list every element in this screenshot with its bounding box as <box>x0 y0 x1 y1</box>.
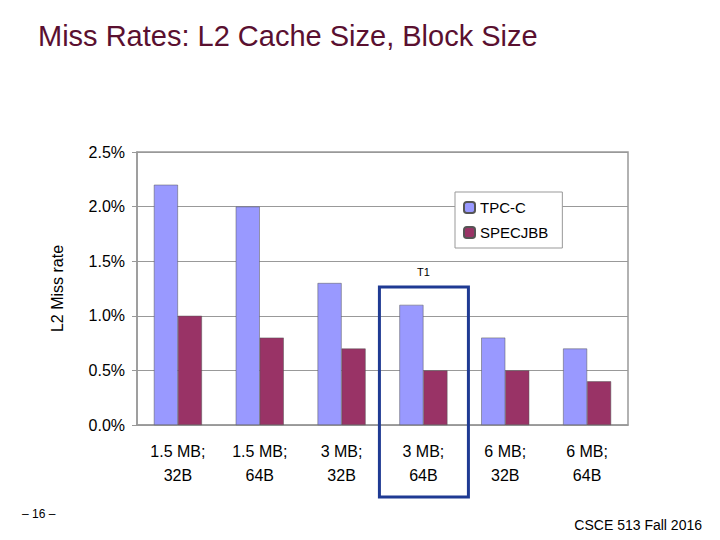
svg-text:Miss Rates: L2 Cache Size, Blo: Miss Rates: L2 Cache Size, Block Size <box>38 20 538 52</box>
svg-text:TPC-C: TPC-C <box>480 199 526 216</box>
svg-text:T1: T1 <box>417 266 430 278</box>
svg-text:2.0%: 2.0% <box>89 198 125 215</box>
svg-text:64B: 64B <box>409 467 437 484</box>
svg-text:3 MB;: 3 MB; <box>403 443 445 460</box>
svg-text:1.5 MB;: 1.5 MB; <box>232 443 287 460</box>
svg-text:32B: 32B <box>491 467 519 484</box>
svg-text:32B: 32B <box>164 467 192 484</box>
svg-text:1.0%: 1.0% <box>89 307 125 324</box>
svg-text:0.5%: 0.5% <box>89 362 125 379</box>
svg-text:L2 Miss rate: L2 Miss rate <box>49 245 66 332</box>
svg-text:6 MB;: 6 MB; <box>484 443 526 460</box>
svg-text:1.5 MB;: 1.5 MB; <box>150 443 205 460</box>
svg-text:6 MB;: 6 MB; <box>566 443 608 460</box>
svg-text:64B: 64B <box>246 467 274 484</box>
svg-text:64B: 64B <box>573 467 601 484</box>
svg-text:32B: 32B <box>327 467 355 484</box>
svg-text:– 16 –: – 16 – <box>22 507 56 521</box>
svg-text:2.5%: 2.5% <box>89 144 125 161</box>
svg-text:0.0%: 0.0% <box>89 417 125 434</box>
svg-text:1.5%: 1.5% <box>89 253 125 270</box>
svg-text:SPECJBB: SPECJBB <box>480 224 548 241</box>
svg-text:3 MB;: 3 MB; <box>321 443 363 460</box>
svg-text:CSCE 513 Fall 2016: CSCE 513 Fall 2016 <box>574 517 702 533</box>
